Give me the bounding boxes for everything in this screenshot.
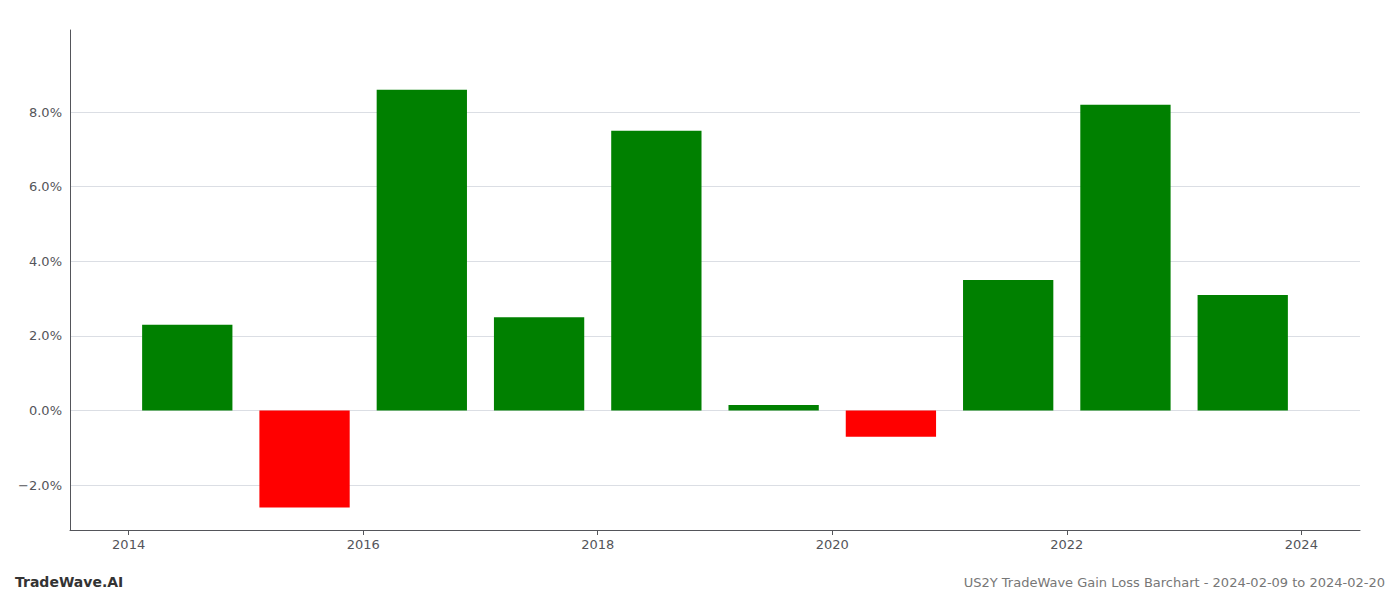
svg-text:TradeWave.AI: TradeWave.AI — [15, 574, 123, 590]
svg-text:2014: 2014 — [112, 537, 145, 552]
svg-text:8.0%: 8.0% — [29, 105, 62, 120]
svg-text:2020: 2020 — [816, 537, 849, 552]
svg-text:−2.0%: −2.0% — [18, 478, 62, 493]
svg-text:2022: 2022 — [1050, 537, 1083, 552]
svg-text:US2Y TradeWave Gain Loss Barch: US2Y TradeWave Gain Loss Barchart - 2024… — [964, 575, 1385, 590]
svg-text:2024: 2024 — [1285, 537, 1318, 552]
svg-text:0.0%: 0.0% — [29, 403, 62, 418]
svg-text:2.0%: 2.0% — [29, 328, 62, 343]
svg-text:2018: 2018 — [581, 537, 614, 552]
svg-text:4.0%: 4.0% — [29, 254, 62, 269]
svg-text:2016: 2016 — [347, 537, 380, 552]
svg-text:6.0%: 6.0% — [29, 179, 62, 194]
